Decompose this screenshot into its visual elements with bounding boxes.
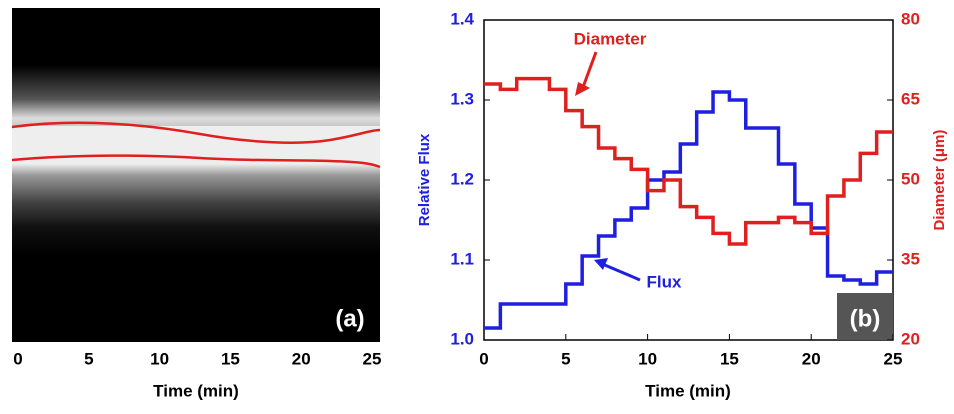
panel-label: (b) (850, 305, 881, 332)
y-axis-title: Relative Flux (416, 133, 433, 226)
x-axis-title: Time (min) (645, 381, 731, 400)
annotation: Flux (647, 272, 682, 291)
step-line (484, 76, 893, 246)
y2-tick-label: 20 (901, 329, 920, 348)
x-tick-label: 20 (802, 349, 821, 368)
x-tick-label: 25 (884, 349, 903, 368)
oct-image (11, 8, 381, 342)
x-axis-title: Time (min) (153, 381, 239, 400)
y-tick-label: 1.1 (450, 249, 474, 268)
y-tick-label: 1.3 (450, 89, 474, 108)
panel-label: (a) (335, 305, 364, 332)
y-tick-label: 1.0 (450, 329, 474, 348)
x-tick-label: 5 (561, 349, 570, 368)
x-tick-label: 25 (363, 349, 382, 368)
plot-frame (483, 19, 894, 341)
y-tick-label: 1.2 (450, 169, 474, 188)
x-tick-label: 5 (84, 349, 93, 368)
y2-tick-label: 65 (901, 89, 920, 108)
annotation: Diameter (574, 29, 647, 48)
x-tick-label: 15 (720, 349, 739, 368)
x-tick-label: 0 (479, 349, 488, 368)
x-tick-label: 10 (638, 349, 657, 368)
step-line (484, 90, 893, 330)
y2-axis-title: Diameter (μm) (931, 130, 948, 231)
y2-tick-label: 35 (901, 249, 920, 268)
x-tick-label: 20 (292, 349, 311, 368)
x-tick-label: 15 (221, 349, 240, 368)
arrowhead (575, 82, 590, 96)
y2-tick-label: 80 (901, 9, 920, 28)
x-tick-label: 10 (150, 349, 169, 368)
x-tick-label: 0 (13, 349, 22, 368)
y-tick-label: 1.4 (450, 9, 474, 28)
annotation-arrow (580, 51, 598, 91)
annotation-arrow (599, 261, 641, 282)
arrowhead (594, 258, 608, 270)
y2-tick-label: 50 (901, 169, 920, 188)
label-box (837, 293, 893, 340)
